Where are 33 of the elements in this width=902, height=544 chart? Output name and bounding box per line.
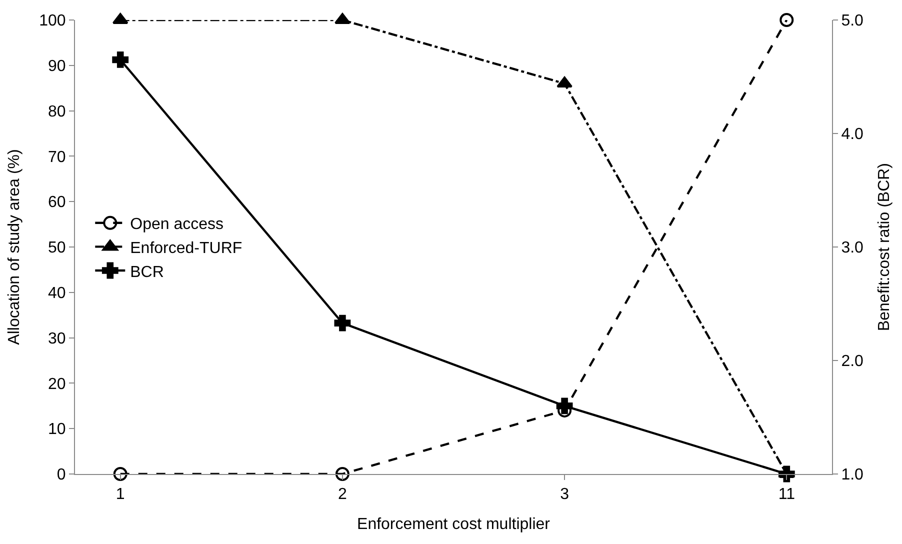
y-tick-label: 70 bbox=[48, 148, 66, 166]
point bbox=[335, 467, 350, 481]
legend-label: Open access bbox=[130, 216, 224, 234]
y2-tick-label: 1.0 bbox=[841, 466, 864, 484]
y-tick-label: 50 bbox=[48, 240, 66, 257]
y2-tick-label: 2.0 bbox=[841, 353, 864, 370]
y-tick-label: 100 bbox=[39, 12, 66, 30]
x-axis-title: Enforcement cost multiplier bbox=[357, 516, 551, 533]
y-tick-label: 80 bbox=[48, 103, 66, 120]
x-tick-label: 3 bbox=[560, 486, 570, 504]
y-axis-title: Allocation of study area (%) bbox=[6, 149, 23, 345]
point bbox=[556, 398, 573, 414]
y-tick-label: 20 bbox=[48, 376, 66, 393]
legend-label: Enforced-TURF bbox=[130, 240, 242, 257]
y-tick-label: 30 bbox=[48, 330, 66, 348]
y-tick-label: 10 bbox=[48, 421, 66, 438]
point bbox=[780, 13, 794, 27]
point bbox=[112, 52, 129, 68]
y2-tick-label: 3.0 bbox=[841, 240, 864, 257]
y2-axis-title: Benefit:cost ratio (BCR) bbox=[876, 162, 894, 332]
y-tick-label: 90 bbox=[48, 58, 66, 75]
y2-tick-label: 4.0 bbox=[841, 126, 864, 144]
x-tick-label: 1 bbox=[116, 486, 125, 504]
y-tick-label: 40 bbox=[48, 285, 66, 302]
y-tick-label: 0 bbox=[56, 466, 66, 484]
point bbox=[556, 76, 572, 88]
legend-label: BCR bbox=[130, 264, 164, 281]
point bbox=[113, 467, 128, 481]
x-tick-label: 2 bbox=[338, 486, 347, 504]
x-tick-label: 11 bbox=[778, 486, 796, 504]
y2-tick-label: 5.0 bbox=[841, 12, 864, 30]
point bbox=[334, 314, 351, 332]
y-tick-label: 60 bbox=[48, 194, 66, 212]
